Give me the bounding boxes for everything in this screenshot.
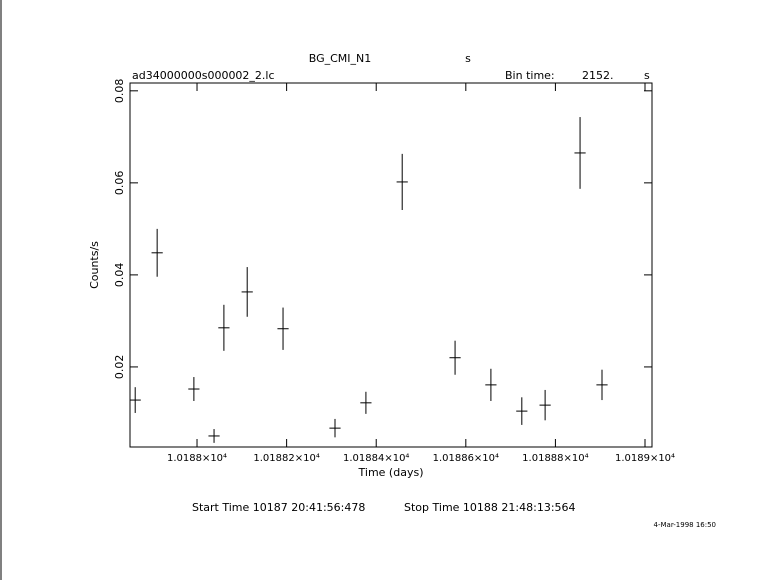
start-time: Start Time 10187 20:41:56:478 <box>192 501 365 514</box>
title-unit: s <box>465 52 471 65</box>
bin-unit: s <box>644 69 650 82</box>
y-axis-label: Counts/s <box>88 241 101 289</box>
date-stamp: 4-Mar-1998 16:50 <box>654 521 716 529</box>
plot-frame <box>129 82 653 448</box>
y-tick-label: 0.08 <box>113 79 126 104</box>
x-axis-label: Time (days) <box>358 466 424 479</box>
chart-title: BG_CMI_N1 <box>309 52 372 65</box>
y-tick-label: 0.02 <box>113 355 126 380</box>
x-tick-label: 1.01884×10⁴ <box>343 453 409 464</box>
x-tick-label: 1.01888×10⁴ <box>522 453 588 464</box>
x-tick-label: 1.01886×10⁴ <box>433 453 499 464</box>
bin-value: 2152. <box>582 69 614 82</box>
stop-time: Stop Time 10188 21:48:13:564 <box>404 501 576 514</box>
x-tick-label: 1.0188×10⁴ <box>167 453 227 464</box>
x-tick-label: 1.01882×10⁴ <box>253 453 319 464</box>
x-tick-label: 1.0189×10⁴ <box>615 453 675 464</box>
y-tick-label: 0.06 <box>113 171 126 196</box>
y-tick-label: 0.04 <box>113 263 126 288</box>
bin-label: Bin time: <box>505 69 555 82</box>
subtitle: ad34000000s000002_2.lc <box>132 69 275 82</box>
